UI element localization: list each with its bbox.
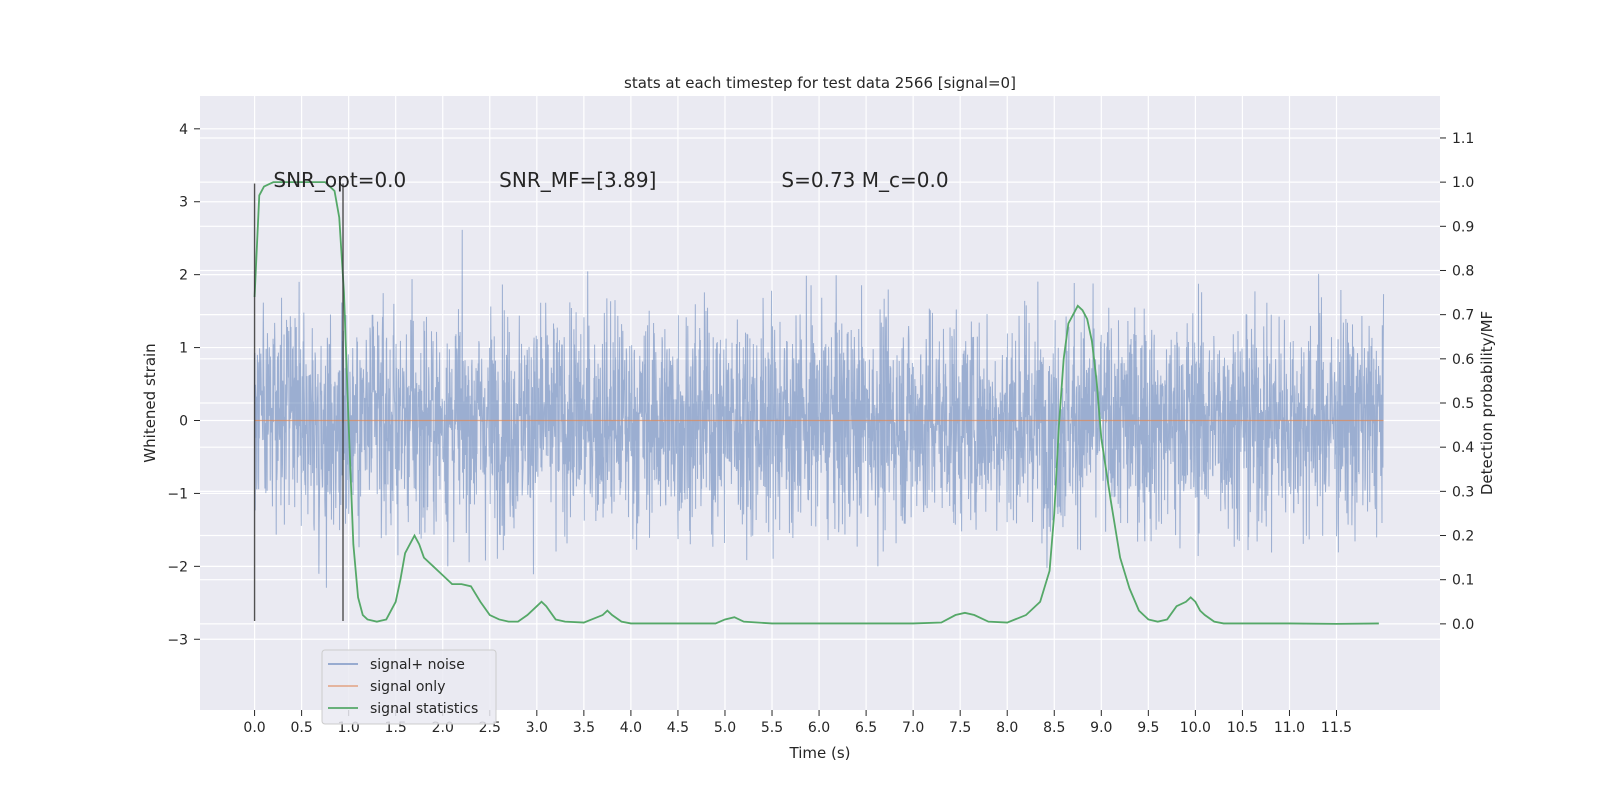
y2-tick-label: 1.0: [1452, 175, 1474, 191]
series-signal-noise: [254, 229, 1385, 588]
x-axis-label: Time (s): [789, 744, 851, 762]
y-tick-label: 4: [179, 122, 188, 138]
x-tick-label: 0.5: [290, 720, 312, 736]
y2-tick-label: 0.6: [1452, 352, 1474, 368]
x-tick-label: 5.0: [714, 720, 736, 736]
signal-statistics-line: [253, 181, 1379, 625]
x-tick-label: 10.0: [1180, 720, 1211, 736]
x-tick-label: 8.5: [1043, 720, 1065, 736]
x-tick-label: 4.0: [620, 720, 642, 736]
y-tick-label: −1: [167, 486, 188, 502]
annotations: SNR_opt=0.0 SNR_MF=[3.89] S=0.73 M_c=0.0: [273, 168, 948, 192]
y2-tick-label: 0.7: [1452, 308, 1474, 324]
x-tick-label: 0.0: [243, 720, 265, 736]
y-tick-label: 3: [179, 195, 188, 211]
y2-tick-label: 0.3: [1452, 484, 1474, 500]
x-tick-label: 7.5: [949, 720, 971, 736]
y2-tick-label: 0.5: [1452, 396, 1474, 412]
legend-entry: signal+ noise: [370, 657, 465, 673]
legend-entry: signal only: [370, 679, 445, 695]
y-axis-label: Whitened strain: [141, 343, 159, 462]
y2-ticks: 0.0 0.1 0.2 0.3 0.4 0.5 0.6 0.7 0.8 0.9 1.0 1.1: [1440, 131, 1474, 633]
legend-box: [321, 649, 497, 725]
x-tick-label: 10.5: [1227, 720, 1258, 736]
annotation-2: SNR_MF=[3.89]: [499, 168, 656, 192]
legend-entry: signal statistics: [370, 701, 478, 717]
x-tick-label: 3.5: [573, 720, 595, 736]
annotation-3: S=0.73 M_c=0.0: [781, 168, 948, 192]
x-tick-label: 5.5: [761, 720, 783, 736]
x-tick-label: 3.0: [526, 720, 548, 736]
y2-tick-label: 0.0: [1452, 617, 1474, 633]
x-tick-label: 11.0: [1274, 720, 1305, 736]
x-tick-label: 11.5: [1321, 720, 1352, 736]
x-tick-label: 6.5: [855, 720, 877, 736]
x-tick-label: 7.0: [902, 720, 924, 736]
x-tick-label: 8.0: [996, 720, 1018, 736]
chart-title: stats at each timestep for test data 256…: [624, 74, 1016, 92]
y2-tick-label: 0.4: [1452, 440, 1474, 456]
y-ticks: −3 −2 −1 0 1 2 3 4: [167, 122, 200, 648]
y2-tick-label: 1.1: [1452, 131, 1474, 147]
y-tick-label: 1: [179, 341, 188, 357]
x-tick-label: 6.0: [808, 720, 830, 736]
y-tick-label: −2: [167, 559, 188, 575]
x-tick-label: 4.5: [667, 720, 689, 736]
vlines: [253, 183, 344, 622]
y2-tick-label: 0.8: [1452, 263, 1474, 279]
x-tick-label: 9.5: [1137, 720, 1159, 736]
y2-tick-label: 0.9: [1452, 219, 1474, 235]
y2-tick-label: 0.1: [1452, 573, 1474, 589]
y-tick-label: 0: [179, 414, 188, 430]
series-group: [253, 181, 1384, 625]
signal-noise-line: [254, 229, 1385, 588]
y2-tick-label: 0.2: [1452, 529, 1474, 545]
x-ticks: 0.0 0.5 1.0 1.5 2.0 2.5 3.0 3.5 4.0 4.5 5.0 5.5 6.0 6…: [243, 710, 1352, 736]
x-tick-label: 9.0: [1090, 720, 1112, 736]
legend: signal+ noise signal only signal statistic…: [321, 649, 497, 725]
y-tick-label: −3: [167, 632, 188, 648]
y2-axis-label: Detection probability/MF: [1478, 311, 1496, 495]
annotation-1: SNR_opt=0.0: [273, 168, 406, 192]
y-tick-label: 2: [179, 268, 188, 284]
